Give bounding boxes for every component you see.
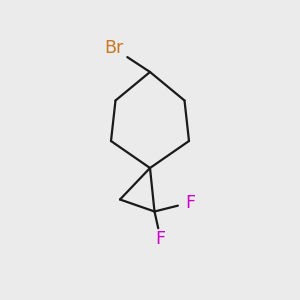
Text: F: F	[185, 194, 196, 211]
Text: Br: Br	[104, 39, 123, 57]
Text: F: F	[155, 230, 166, 247]
